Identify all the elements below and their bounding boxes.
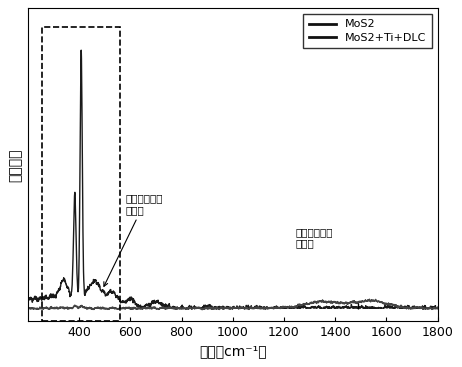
MoS2+Ti+DLC xyxy=(200,307,206,312)
MoS2 xyxy=(168,306,173,310)
MoS2+Ti+DLC xyxy=(25,306,30,310)
MoS2 xyxy=(72,192,78,196)
MoS2+Ti+DLC xyxy=(367,297,372,301)
MoS2+Ti+DLC xyxy=(435,306,440,310)
MoS2 xyxy=(79,48,84,52)
Line: MoS2: MoS2 xyxy=(28,50,438,308)
Line: MoS2+Ti+DLC: MoS2+Ti+DLC xyxy=(28,299,438,309)
X-axis label: 波数（cm⁻¹）: 波数（cm⁻¹） xyxy=(199,345,267,359)
MoS2+Ti+DLC xyxy=(96,305,102,310)
MoS2 xyxy=(96,285,102,289)
MoS2 xyxy=(435,305,440,309)
MoS2 xyxy=(25,301,30,305)
MoS2 xyxy=(201,306,206,310)
MoS2+Ti+DLC xyxy=(427,306,433,310)
MoS2+Ti+DLC xyxy=(72,303,78,308)
MoS2+Ti+DLC xyxy=(383,301,389,305)
MoS2 xyxy=(383,306,389,310)
Text: 类金冈石特征
峰区域: 类金冈石特征 峰区域 xyxy=(296,227,333,248)
MoS2 xyxy=(182,306,188,310)
MoS2 xyxy=(427,306,433,310)
Legend: MoS2, MoS2+Ti+DLC: MoS2, MoS2+Ti+DLC xyxy=(303,14,432,48)
MoS2+Ti+DLC xyxy=(182,306,188,311)
Y-axis label: 相对强度: 相对强度 xyxy=(8,148,22,182)
Bar xyxy=(42,26,120,321)
Text: 二硫化锄特征
峰区域: 二硫化锄特征 峰区域 xyxy=(104,193,163,286)
MoS2+Ti+DLC xyxy=(200,307,205,312)
